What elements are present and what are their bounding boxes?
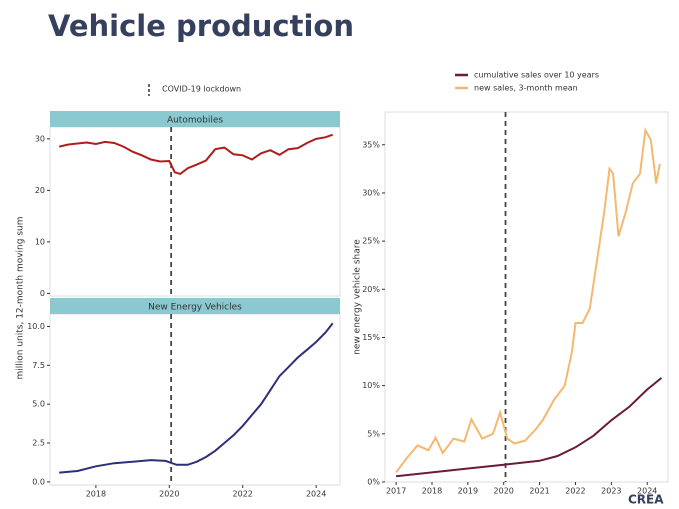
y-tick-label: 5.0 <box>32 400 45 409</box>
x-tick-label: 2022 <box>565 487 585 496</box>
y-tick-label: 20 <box>35 186 45 195</box>
x-tick-label: 2024 <box>637 487 657 496</box>
y-axis-label: new energy vehicle share <box>353 239 363 355</box>
y-tick-label: 5% <box>367 429 380 438</box>
y-tick-label: 20% <box>362 285 380 294</box>
y-tick-label: 10 <box>35 237 45 246</box>
panel <box>49 313 341 486</box>
x-tick-label: 2020 <box>494 487 514 496</box>
line <box>58 133 334 176</box>
x-tick-label: 2023 <box>601 487 621 496</box>
line <box>59 322 334 474</box>
y-tick-label: 7.5 <box>32 361 45 370</box>
panel <box>384 111 669 483</box>
facet-title: New Energy Vehicles <box>148 303 242 313</box>
x-tick-label: 2018 <box>86 490 106 499</box>
facet-title: Automobiles <box>167 116 223 126</box>
legend-label: cumulative sales over 10 years <box>474 71 599 80</box>
x-tick-label: 2021 <box>529 487 549 496</box>
page-title: Vehicle production <box>48 9 354 43</box>
y-tick-label: 30 <box>35 134 45 143</box>
line <box>395 127 661 473</box>
panel <box>49 126 341 297</box>
y-tick-label: 0% <box>367 478 380 487</box>
legend-label: new sales, 3-month mean <box>474 84 578 93</box>
x-tick-label: 2018 <box>422 487 442 496</box>
x-tick-label: 2020 <box>159 490 179 499</box>
line <box>395 377 663 478</box>
x-tick-label: 2017 <box>386 487 406 496</box>
y-tick-label: 35% <box>362 140 380 149</box>
y-tick-label: 15% <box>362 333 380 342</box>
y-tick-label: 10% <box>362 381 380 390</box>
facet-strip <box>50 298 340 314</box>
y-tick-label: 0.0 <box>32 477 45 486</box>
y-tick-label: 30% <box>362 188 380 197</box>
y-tick-label: 25% <box>362 237 380 246</box>
x-tick-label: 2019 <box>458 487 478 496</box>
y-tick-label: 0 <box>40 289 45 298</box>
x-tick-label: 2024 <box>306 490 326 499</box>
facet-strip <box>50 111 340 127</box>
logo: CREA <box>628 493 664 507</box>
annotation-label: COVID-19 lockdown <box>162 85 241 94</box>
y-tick-label: 10.0 <box>27 322 45 331</box>
y-tick-label: 2.5 <box>32 439 45 448</box>
y-axis-label: million units, 12-month moving sum <box>16 217 26 380</box>
x-tick-label: 2022 <box>233 490 253 499</box>
